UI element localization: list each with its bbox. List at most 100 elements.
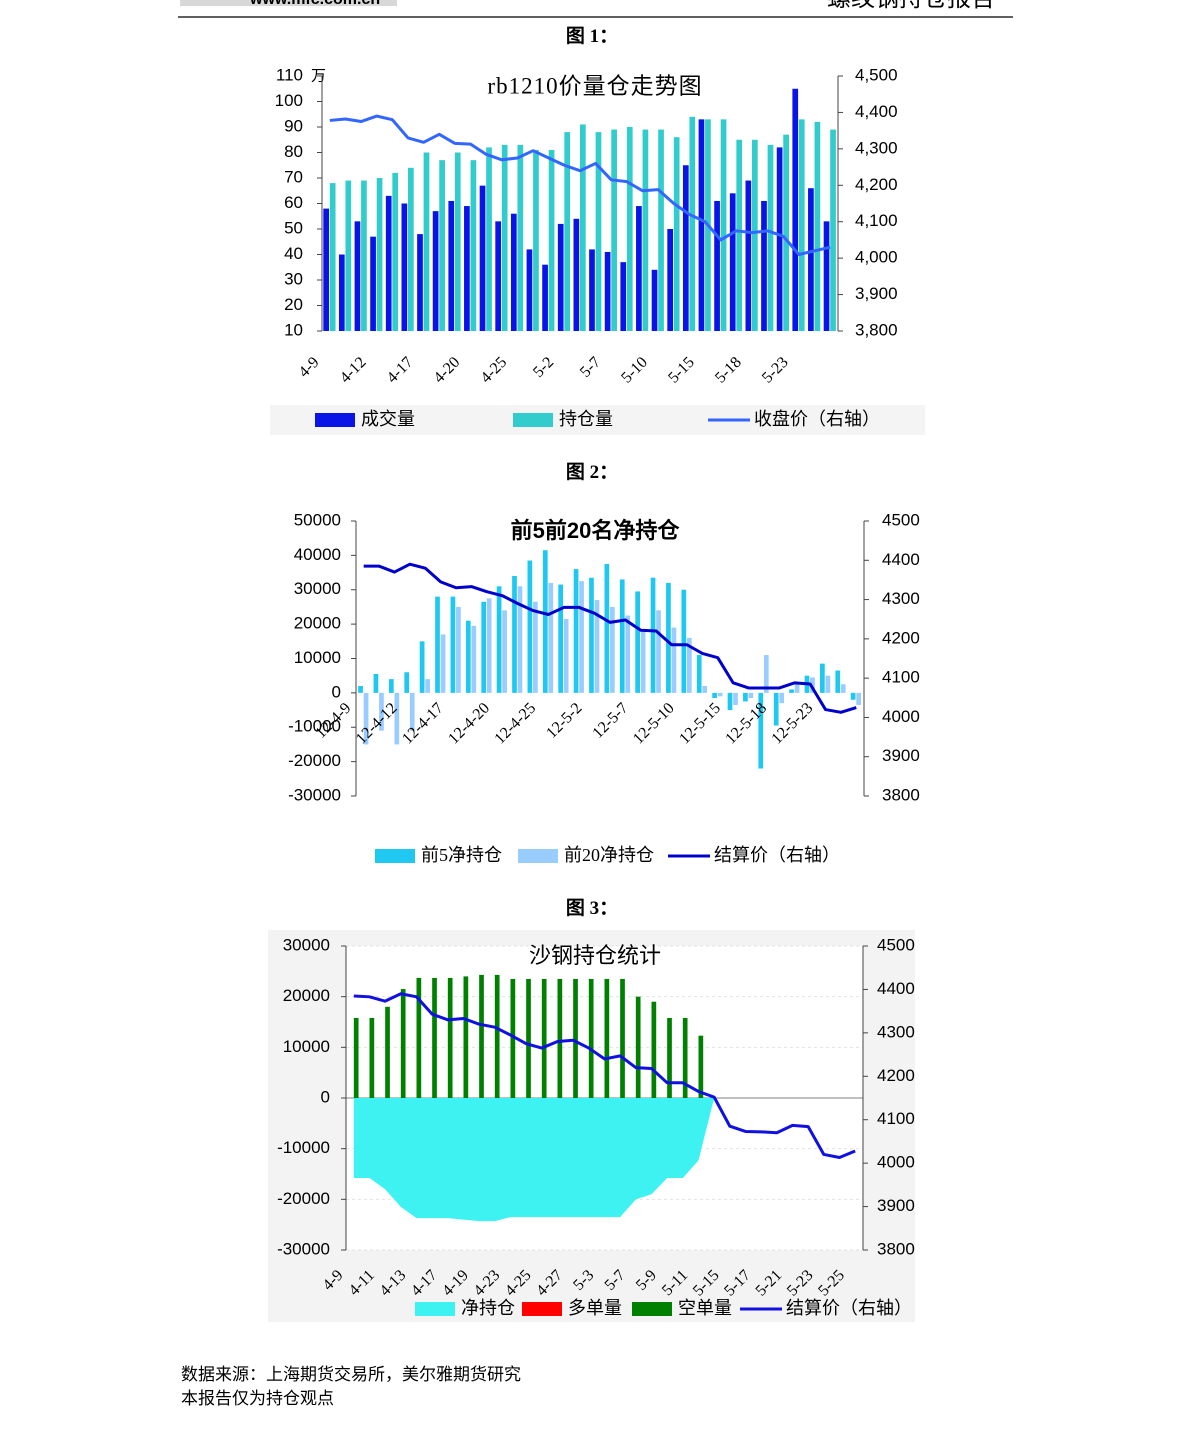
bar xyxy=(808,188,814,331)
bar xyxy=(758,692,764,769)
y-tick-label: 40000 xyxy=(294,545,341,564)
line xyxy=(363,562,857,714)
bar xyxy=(358,686,363,693)
bar xyxy=(651,1001,657,1098)
bar xyxy=(338,254,345,331)
x-tick-label: 5-15 xyxy=(665,354,698,387)
legend-swatch xyxy=(632,1302,672,1316)
y2-tick-label: 4,200 xyxy=(855,175,898,194)
bar xyxy=(767,144,774,331)
area xyxy=(353,1098,715,1222)
bar xyxy=(798,119,805,331)
bar xyxy=(823,221,830,331)
bar xyxy=(416,977,422,1098)
legend-label: 成交量 xyxy=(361,409,415,429)
bar xyxy=(392,172,399,331)
bar xyxy=(470,160,477,331)
legend-swatch xyxy=(522,1302,562,1316)
y-tick-label: 80 xyxy=(284,142,303,161)
bar xyxy=(635,591,640,693)
x-tick-label: 12-4-17 xyxy=(399,700,447,748)
x-tick-label: 12-4-20 xyxy=(445,700,493,748)
bar xyxy=(658,129,664,331)
bar xyxy=(541,978,547,1098)
bar xyxy=(625,615,631,693)
bar xyxy=(440,634,446,693)
bar xyxy=(373,673,379,693)
bar xyxy=(502,610,507,693)
legend-label: 多单量 xyxy=(568,1298,622,1318)
bar xyxy=(736,139,743,331)
figure-caption: 图 3： xyxy=(566,897,618,919)
bar xyxy=(620,978,625,1098)
bar xyxy=(620,262,627,331)
bar xyxy=(611,129,617,331)
chart-title: 前5前20名净持仓 xyxy=(511,518,681,543)
bar xyxy=(558,584,564,693)
bar xyxy=(419,641,425,693)
y-tick-label: 10 xyxy=(284,320,303,339)
bar xyxy=(479,974,484,1098)
bar xyxy=(604,978,610,1098)
y-tick-label: 20000 xyxy=(294,614,341,633)
y-tick-label: -20000 xyxy=(277,1189,330,1208)
bar xyxy=(783,134,789,331)
figure-caption: 图 1： xyxy=(566,25,618,47)
bar xyxy=(463,976,469,1098)
bar xyxy=(481,601,487,693)
bar xyxy=(651,269,658,331)
bar xyxy=(604,251,611,331)
y-tick-label: 10000 xyxy=(294,648,341,667)
y2-tick-label: 4200 xyxy=(877,1066,915,1085)
bar xyxy=(696,655,702,693)
legend-swatch xyxy=(375,849,415,863)
bar xyxy=(814,121,821,332)
bar xyxy=(729,193,736,331)
bar xyxy=(385,195,392,331)
y-tick-label: -30000 xyxy=(288,785,341,804)
x-tick-label: 12-5-2 xyxy=(543,700,585,742)
legend-swatch xyxy=(518,849,558,863)
bar xyxy=(745,180,752,331)
bar xyxy=(495,221,502,331)
bar xyxy=(376,178,383,331)
x-tick-label: 5-2 xyxy=(530,354,557,381)
x-tick-label: 4-12 xyxy=(337,354,370,387)
legend-label: 结算价（右轴） xyxy=(714,845,840,865)
bar xyxy=(486,147,492,331)
bar xyxy=(792,88,799,331)
bar xyxy=(417,234,423,331)
x-tick-label: 5-7 xyxy=(577,354,604,381)
bar xyxy=(748,692,754,699)
bar xyxy=(773,692,779,726)
y2-tick-label: 4300 xyxy=(882,589,920,608)
chart-title: rb1210价量仓走势图 xyxy=(487,73,702,98)
bar xyxy=(610,606,615,693)
y2-tick-label: 3900 xyxy=(877,1196,915,1215)
bar xyxy=(789,689,794,693)
bar xyxy=(486,598,492,693)
bar xyxy=(686,637,692,693)
x-tick-label: 12-5-7 xyxy=(589,700,631,742)
bar xyxy=(573,218,580,331)
bar xyxy=(501,144,508,331)
bar xyxy=(682,165,689,331)
bar xyxy=(636,206,642,331)
y-tick-label: 70 xyxy=(284,167,303,186)
y-tick-label: 100 xyxy=(275,91,303,110)
bar xyxy=(712,692,717,699)
bar xyxy=(689,116,696,331)
bar xyxy=(454,152,461,331)
y2-tick-label: 4500 xyxy=(882,510,920,529)
bar xyxy=(640,629,646,693)
bar xyxy=(533,149,539,331)
bar xyxy=(354,221,361,331)
bar xyxy=(604,563,610,693)
bar xyxy=(594,600,600,693)
bar xyxy=(465,620,471,693)
bar xyxy=(626,127,633,331)
bar xyxy=(432,211,439,331)
y-unit: 万 xyxy=(311,68,326,84)
bar xyxy=(580,124,586,331)
